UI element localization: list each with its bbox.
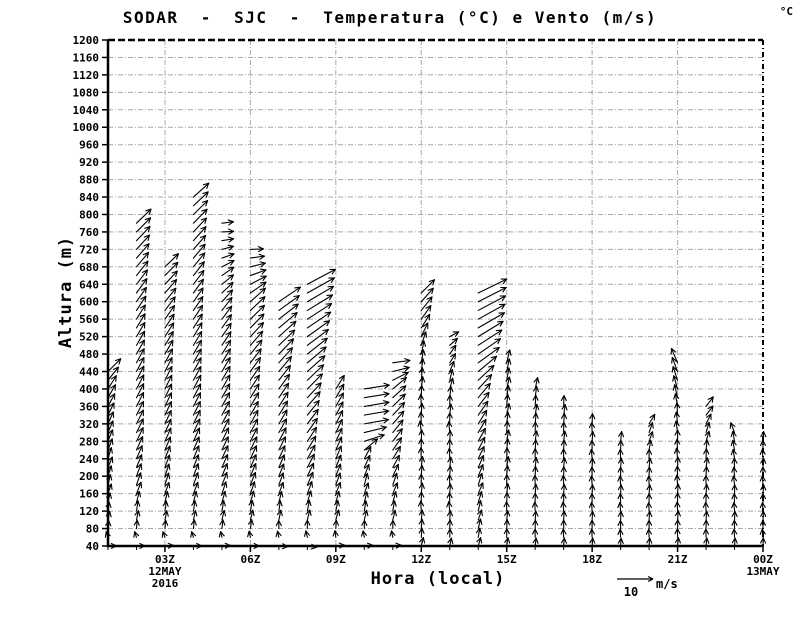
y-axis: 40 80 120 160 200 240 280 320 360 400 440 480 520 560… xyxy=(73,34,108,553)
wind-profile-column-01Z xyxy=(104,358,122,549)
wind-vector-field xyxy=(104,182,767,550)
y-tick-label: 280 xyxy=(79,435,99,448)
y-tick-label: 1120 xyxy=(73,69,100,82)
wind-profile-column-17Z xyxy=(560,395,568,547)
reference-vector-value: 10 xyxy=(623,585,639,599)
y-tick-label: 40 xyxy=(86,540,99,553)
wind-profile-column-23Z xyxy=(729,422,738,547)
wind-profile-column-03Z xyxy=(161,253,179,549)
y-tick-label: 800 xyxy=(79,208,99,221)
reference-vector-unit: m/s xyxy=(656,577,678,591)
wind-profile-column-20Z xyxy=(645,413,656,547)
y-tick-label: 1040 xyxy=(73,104,100,117)
wind-profile-column-18Z xyxy=(588,413,596,547)
y-tick-label: 1000 xyxy=(73,121,100,134)
reference-vector-arrow xyxy=(617,575,654,583)
x-tick-sublabel: 13MAY xyxy=(746,565,779,578)
y-tick-label: 920 xyxy=(79,156,99,169)
y-tick-label: 720 xyxy=(79,243,99,256)
x-tick-label: 09Z xyxy=(326,553,346,566)
y-tick-label: 1160 xyxy=(73,51,100,64)
wind-profile-column-15Z xyxy=(503,349,512,547)
x-tick-label: 15Z xyxy=(497,553,517,566)
y-tick-label: 520 xyxy=(79,331,99,344)
x-tick-label: 18Z xyxy=(582,553,602,566)
y-tick-label: 960 xyxy=(79,139,99,152)
y-tick-label: 840 xyxy=(79,191,99,204)
wind-profile-column-09Z xyxy=(332,374,345,549)
x-tick-sublabel: 12MAY xyxy=(148,565,181,578)
y-tick-label: 160 xyxy=(79,488,99,501)
wind-profile-column-06Z xyxy=(247,246,267,549)
y-tick-label: 680 xyxy=(79,261,99,274)
temperature-unit-label: °C xyxy=(779,5,793,18)
x-axis-title: Hora (local) xyxy=(370,569,506,589)
y-tick-label: 560 xyxy=(79,313,99,326)
wind-profile-column-02Z xyxy=(133,208,152,549)
wind-profile-column-05Z xyxy=(218,219,235,549)
wind-profile-column-16Z xyxy=(531,377,540,547)
wind-profile-column-07Z xyxy=(275,286,301,550)
y-tick-label: 640 xyxy=(79,278,99,291)
y-tick-label: 120 xyxy=(79,505,99,518)
y-tick-label: 80 xyxy=(86,523,99,536)
y-tick-label: 400 xyxy=(79,383,99,396)
y-tick-label: 440 xyxy=(79,366,99,379)
plot-frame xyxy=(106,38,764,548)
y-tick-label: 320 xyxy=(79,418,99,431)
wind-profile-column-04Z xyxy=(190,182,210,549)
wind-profile-column-10Z xyxy=(361,382,390,549)
wind-profile-column-22Z xyxy=(702,396,714,547)
x-tick-label: 21Z xyxy=(668,553,688,566)
wind-profile-column-21Z xyxy=(670,347,681,547)
x-tick-label: 00Z xyxy=(753,553,773,566)
wind-profile-column-12Z xyxy=(417,279,436,547)
gridlines xyxy=(108,40,763,546)
chart-title: SODAR - SJC - Temperatura (°C) e Vento (… xyxy=(122,8,658,27)
y-tick-label: 880 xyxy=(79,174,99,187)
wind-profile-column-13Z xyxy=(446,331,460,547)
y-tick-label: 760 xyxy=(79,226,99,239)
y-tick-label: 200 xyxy=(79,470,99,483)
wind-profile-column-14Z xyxy=(475,278,508,547)
y-tick-label: 1200 xyxy=(73,34,100,47)
y-tick-label: 240 xyxy=(79,453,99,466)
wind-profile-column-00Z xyxy=(759,431,767,547)
y-tick-label: 600 xyxy=(79,296,99,309)
y-tick-label: 360 xyxy=(79,400,99,413)
x-tick-sublabel: 2016 xyxy=(152,577,179,590)
x-tick-label: 03Z xyxy=(155,553,175,566)
wind-profile-column-11Z xyxy=(389,358,411,549)
y-tick-label: 1080 xyxy=(73,86,100,99)
wind-profile-column-19Z xyxy=(617,431,625,547)
y-tick-label: 480 xyxy=(79,348,99,361)
x-tick-label: 12Z xyxy=(411,553,431,566)
wind-profile-column-08Z xyxy=(304,268,336,550)
x-tick-label: 06Z xyxy=(240,553,260,566)
